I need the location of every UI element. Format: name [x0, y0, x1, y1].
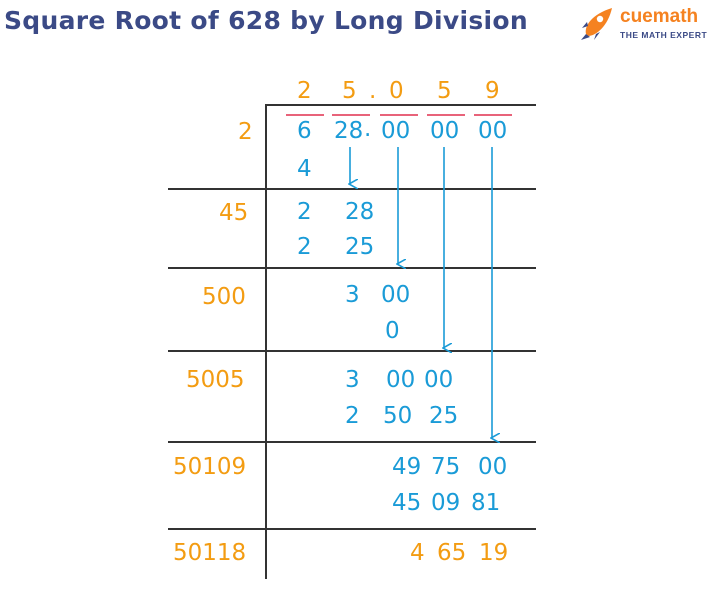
divisor: 500 [202, 284, 246, 310]
subtract-part: 45 [392, 490, 422, 516]
subtract-part: 25 [345, 234, 375, 260]
subtract-part: 25 [429, 403, 459, 429]
subtract-part: 81 [471, 490, 501, 516]
pair-mark [427, 114, 465, 116]
subtract-part: 2 [345, 403, 360, 429]
separator-line [168, 528, 536, 530]
divisor: 5005 [186, 367, 245, 393]
remainder-part: 28 [345, 199, 375, 225]
remainder-part: 75 [431, 454, 461, 480]
dividend-pair: 28 [334, 118, 364, 144]
dividend-pair: 00 [381, 118, 411, 144]
separator-line [168, 267, 536, 269]
remainder-part: 4 [410, 540, 425, 566]
remainder-part: 65 [437, 540, 467, 566]
brand-tagline: THE MATH EXPERT [620, 30, 708, 40]
page-title: Square Root of 628 by Long Division [4, 6, 528, 35]
remainder-part: 19 [479, 540, 509, 566]
divisor: 50118 [173, 540, 247, 566]
remainder-part: 3 [345, 367, 360, 393]
pair-mark [332, 114, 370, 116]
quotient-digit: 0 [389, 78, 404, 104]
divisor: 45 [219, 200, 249, 226]
brand-logo: cuemath THE MATH EXPERT [578, 4, 707, 48]
brand-name: cuemath [620, 6, 699, 27]
subtract-value: 0 [385, 318, 400, 344]
dividend-pair: 6 [297, 118, 312, 144]
dividend-pair: 00 [478, 118, 508, 144]
remainder-part: 00 [386, 367, 416, 393]
pair-mark [380, 114, 418, 116]
pair-mark [474, 114, 512, 116]
remainder-part: 2 [297, 199, 312, 225]
quotient-digit: 2 [297, 78, 312, 104]
dividend-decimal-point: . [364, 116, 372, 142]
subtract-part: 2 [297, 234, 312, 260]
bracket-vertical-line [265, 104, 267, 579]
dividend-pair: 00 [430, 118, 460, 144]
separator-line [168, 441, 536, 443]
subtract-value: 4 [297, 156, 312, 182]
quotient-point: . [369, 78, 377, 104]
bracket-top-line [265, 104, 536, 106]
quotient-digit: 5 [437, 78, 452, 104]
remainder-part: 00 [381, 282, 411, 308]
quotient-digit: 9 [485, 78, 500, 104]
divisor: 2 [238, 119, 253, 145]
remainder-part: 3 [345, 282, 360, 308]
subtract-part: 50 [383, 403, 413, 429]
quotient-digit: 5 [342, 78, 357, 104]
subtract-part: 09 [431, 490, 461, 516]
remainder-part: 49 [392, 454, 422, 480]
remainder-part: 00 [478, 454, 508, 480]
remainder-part: 00 [424, 367, 454, 393]
divisor: 50109 [173, 454, 247, 480]
rocket-icon [581, 8, 612, 40]
separator-line [168, 350, 536, 352]
pair-mark [286, 114, 324, 116]
